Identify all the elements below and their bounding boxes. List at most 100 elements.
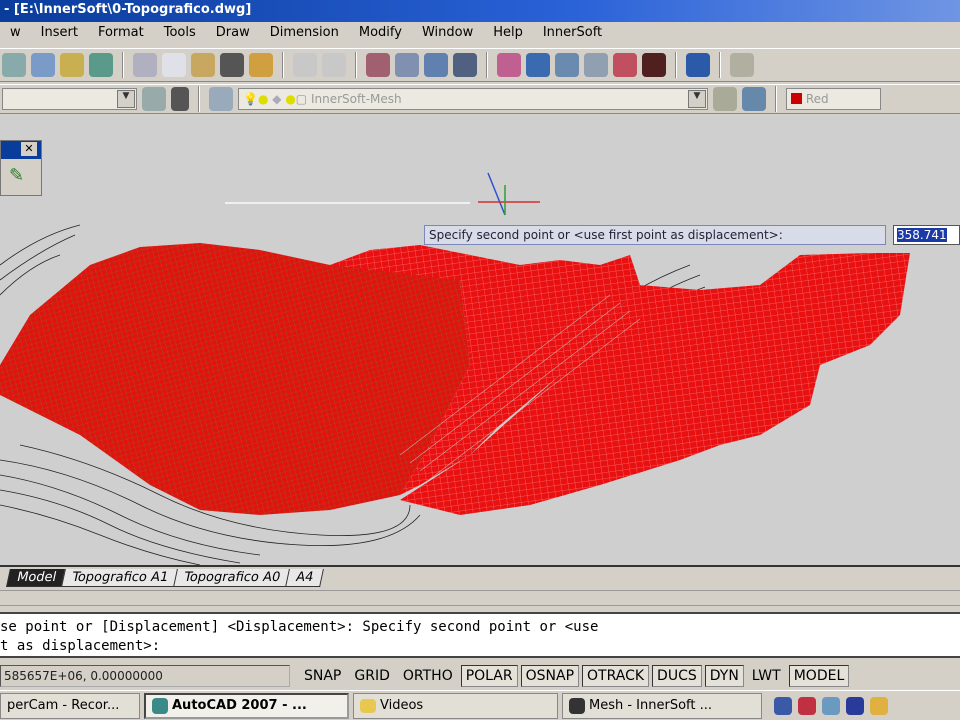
osnap-toggle[interactable]: OSNAP [520, 665, 580, 687]
taskbar-label: Mesh - InnerSoft ... [589, 698, 713, 713]
chevron-down-icon[interactable]: ▼ [117, 90, 135, 108]
layout-tabs: Model Topografico A1 Topografico A0 A4 [0, 565, 960, 587]
antivirus-icon[interactable] [798, 696, 816, 715]
innersoft-tool-icon[interactable]: ✎ [9, 165, 25, 186]
window-title: - [E:\InnerSoft\0-Topografico.dwg] [4, 2, 252, 17]
markup-icon[interactable] [613, 53, 637, 77]
menu-innersoft[interactable]: InnerSoft [542, 25, 603, 40]
snap-toggle[interactable]: SNAP [304, 668, 342, 684]
color-combo[interactable]: Red [786, 88, 881, 110]
taskbar-item-videos[interactable]: Videos [353, 692, 558, 719]
taskbar-item-autocad[interactable]: AutoCAD 2007 - ... [144, 692, 349, 719]
zoom-window-icon[interactable] [424, 53, 448, 77]
grid-toggle[interactable]: GRID [354, 668, 390, 684]
color-swatch [791, 93, 802, 104]
ducs-toggle[interactable]: DUCS [652, 665, 702, 687]
dyn-toggle[interactable]: DYN [704, 665, 744, 687]
publish-icon[interactable] [2, 53, 26, 77]
layer-previous-icon[interactable] [742, 87, 766, 111]
text-style-icon[interactable] [730, 53, 754, 77]
layer-manager-icon[interactable] [209, 87, 233, 111]
layers-toolbar: ▼ 💡● ◆ ●▢ InnerSoft-Mesh ▼ Red [0, 84, 960, 114]
taskbar-label: perCam - Recor... [7, 698, 120, 713]
cut-icon[interactable] [133, 53, 157, 77]
command-line[interactable]: se point or [Displacement] <Displacement… [0, 612, 960, 658]
command-history-line: t as displacement>: [0, 638, 161, 654]
menu-bar: w Insert Format Tools Draw Dimension Mod… [0, 22, 960, 46]
otrack-toggle[interactable]: OTRACK [582, 665, 650, 687]
tab-model[interactable]: Model [6, 569, 67, 587]
menu-dimension[interactable]: Dimension [269, 25, 339, 40]
polar-toggle[interactable]: POLAR [460, 665, 518, 687]
drawing-viewport[interactable] [0, 115, 960, 565]
menu-view[interactable]: w [10, 25, 21, 40]
layer-combo[interactable]: 💡● ◆ ●▢ InnerSoft-Mesh ▼ [238, 88, 708, 110]
help-icon[interactable] [686, 53, 710, 77]
tooltip-prompt: Specify second point or <use first point… [429, 228, 783, 242]
copy-icon[interactable] [162, 53, 186, 77]
lock-icon[interactable] [870, 696, 888, 715]
shield-icon[interactable] [846, 696, 864, 715]
mesh-center [330, 245, 640, 495]
menu-window[interactable]: Window [421, 25, 474, 40]
sheet-set-icon[interactable] [584, 53, 608, 77]
ucs-crosshair-icon [478, 172, 540, 216]
title-bar: - [E:\InnerSoft\0-Topografico.dwg] [0, 0, 960, 22]
calculator-icon[interactable] [642, 53, 666, 77]
lwt-toggle[interactable]: LWT [751, 668, 781, 684]
menu-tools[interactable]: Tools [163, 25, 196, 40]
taskbar-label: Videos [380, 698, 424, 713]
design-center-icon[interactable] [526, 53, 550, 77]
pan-icon[interactable] [366, 53, 390, 77]
menu-format[interactable]: Format [97, 25, 144, 40]
coordinates-readout: 585657E+06, 0.00000000 [0, 665, 290, 687]
ortho-toggle[interactable]: ORTHO [402, 668, 453, 684]
autocad-icon [152, 697, 168, 714]
redo-icon[interactable] [322, 53, 346, 77]
layer-name: InnerSoft-Mesh [310, 92, 402, 106]
dynamic-input-value: 358.741 [897, 228, 947, 242]
dynamic-input-field[interactable]: 358.741 [893, 225, 960, 245]
horizontal-scrollbar[interactable] [0, 590, 960, 606]
match-properties-icon[interactable] [220, 53, 244, 77]
taskbar-label: AutoCAD 2007 - ... [172, 698, 307, 713]
properties-icon[interactable] [497, 53, 521, 77]
workspace-settings-icon[interactable] [142, 87, 166, 111]
publish-web-icon[interactable] [60, 53, 84, 77]
standard-toolbar [0, 48, 960, 82]
paste-icon[interactable] [191, 53, 215, 77]
chevron-down-icon[interactable]: ▼ [688, 90, 706, 108]
mesh-left [0, 243, 470, 515]
command-history-line: se point or [Displacement] <Displacement… [0, 619, 599, 635]
folder-icon [360, 698, 376, 713]
taskbar-item-mesh[interactable]: Mesh - InnerSoft ... [562, 692, 762, 719]
menu-draw[interactable]: Draw [215, 25, 250, 40]
menu-help[interactable]: Help [493, 25, 523, 40]
users-icon[interactable] [822, 696, 840, 715]
workspace-combo[interactable]: ▼ [2, 88, 137, 110]
floating-toolbar: ✕ ✎ [0, 140, 42, 196]
zoom-realtime-icon[interactable] [395, 53, 419, 77]
tab-a4[interactable]: A4 [285, 569, 325, 587]
make-layer-current-icon[interactable] [713, 87, 737, 111]
block-editor-icon[interactable] [249, 53, 273, 77]
menu-modify[interactable]: Modify [358, 25, 402, 40]
etransmit-icon[interactable] [89, 53, 113, 77]
model-toggle[interactable]: MODEL [788, 665, 850, 687]
close-icon[interactable]: ✕ [21, 142, 37, 156]
taskbar-item-bbcam[interactable]: perCam - Recor... [0, 692, 140, 719]
zoom-previous-icon[interactable] [453, 53, 477, 77]
system-tray [774, 696, 888, 715]
undo-icon[interactable] [293, 53, 317, 77]
home-icon[interactable] [171, 87, 189, 111]
tool-palettes-icon[interactable] [555, 53, 579, 77]
network-icon[interactable] [774, 696, 792, 715]
tab-topografico-a0[interactable]: Topografico A0 [173, 569, 292, 587]
taskbar: perCam - Recor... AutoCAD 2007 - ... Vid… [0, 690, 960, 720]
status-bar: 585657E+06, 0.00000000 SNAP GRID ORTHO P… [0, 662, 960, 690]
menu-insert[interactable]: Insert [40, 25, 78, 40]
dynamic-input-tooltip: Specify second point or <use first point… [424, 225, 886, 245]
tab-topografico-a1[interactable]: Topografico A1 [61, 569, 180, 587]
plot-preview-icon[interactable] [31, 53, 55, 77]
mesh-drawing [0, 172, 910, 565]
